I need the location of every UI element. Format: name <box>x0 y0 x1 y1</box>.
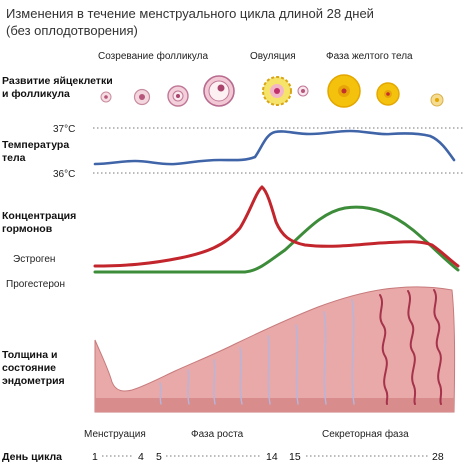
estrogen-label: Эстроген <box>13 254 55 265</box>
diagram-title-line2: (без оплодотворения) <box>6 23 138 38</box>
follicle-stage-2-icon <box>133 88 151 106</box>
phase-luteal: Фаза желтого тела <box>326 51 413 62</box>
follicle-stage-4-icon <box>203 75 235 107</box>
day-14: 14 <box>266 451 278 463</box>
follicle-stage-1-icon <box>100 91 112 103</box>
day-4: 4 <box>138 451 144 463</box>
row-label-follicle-1: Развитие яйцеклетки <box>2 75 113 87</box>
phase-menstruation: Менструация <box>84 429 146 440</box>
corpus-luteum-large-icon <box>327 74 361 108</box>
row-label-follicle-2: и фолликула <box>2 88 70 100</box>
phase-follicle-maturation: Созревание фолликула <box>98 50 209 62</box>
temperature-curve <box>93 129 456 166</box>
follicle-stages <box>100 74 444 108</box>
row-label-cycle-day: День цикла <box>2 451 62 463</box>
row-label-temp-2: тела <box>2 152 26 164</box>
ovulating-follicle-icon <box>262 76 292 106</box>
corpus-luteum-medium-icon <box>376 82 400 106</box>
day-28: 28 <box>432 451 444 463</box>
phase-growth: Фаза роста <box>191 429 244 440</box>
endometrium-glands <box>159 289 443 405</box>
endometrium-base <box>95 398 454 412</box>
phase-secretory: Секреторная фаза <box>322 428 409 440</box>
phase-ovulation: Овуляция <box>250 51 296 62</box>
diagram-title-line1: Изменения в течение менструального цикла… <box>6 6 374 21</box>
row-label-endo-2: состояние <box>2 362 56 374</box>
progesterone-curve <box>93 205 460 274</box>
follicle-stage-3-icon <box>167 85 189 107</box>
day-1: 1 <box>92 451 98 463</box>
temp-low-label: 36°C <box>53 169 75 180</box>
row-label-temp-1: Температура <box>2 139 69 151</box>
row-label-endo-3: эндометрия <box>2 375 65 387</box>
endometrium-illustration <box>94 286 456 413</box>
day-5: 5 <box>156 451 162 463</box>
released-egg-icon <box>297 85 309 97</box>
progesterone-label: Прогестерон <box>6 279 65 290</box>
endometrium-tissue <box>94 286 456 413</box>
temp-high-label: 37°C <box>53 124 75 135</box>
corpus-luteum-small-icon <box>430 93 444 107</box>
row-label-hormone-2: гормонов <box>2 223 53 235</box>
row-label-endo-1: Толщина и <box>2 349 57 361</box>
day-15: 15 <box>289 451 301 463</box>
row-label-hormone-1: Концентрация <box>2 210 76 222</box>
cycle-day-axis: 1 4 5 14 15 28 <box>92 451 444 463</box>
estrogen-curve <box>93 185 460 268</box>
